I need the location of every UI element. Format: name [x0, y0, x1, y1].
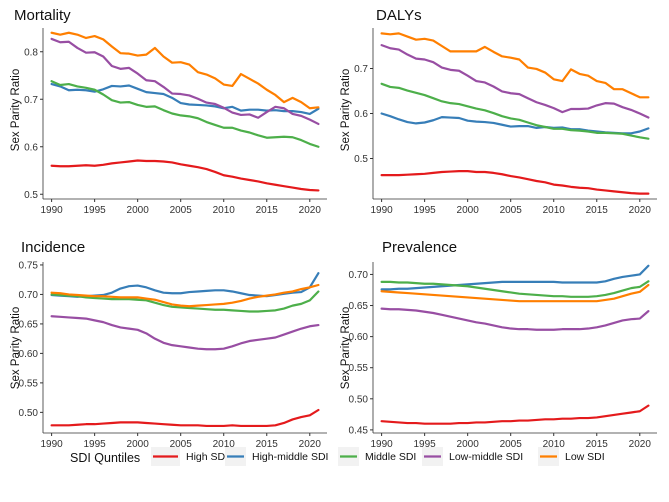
- prevalence-y-tick-label: 0.70: [349, 270, 369, 281]
- prevalence-series-low-sdi: [380, 283, 650, 303]
- mortality-y-tick-label: 0.8: [24, 47, 38, 58]
- incidence-y-tick-label: 0.75: [19, 260, 39, 271]
- incidence-y-tick-label: 0.65: [19, 319, 39, 330]
- dalys-panel: DALYs Sex Parity Ratio 0.5 0.6 0.7 1990 1995…: [340, 7, 657, 216]
- mortality-x-tick-label: 2000: [127, 205, 150, 216]
- incidence-series-low-sdi: [50, 283, 320, 308]
- prevalence-y-axis-label: Sex Parity Ratio: [340, 307, 352, 389]
- mortality-x-tick-label: 1995: [84, 205, 107, 216]
- dalys-y-tick-label: 0.6: [354, 109, 368, 120]
- mortality-title: Mortality: [14, 7, 71, 24]
- legend-label-middle-sdi: Middle SDI: [365, 451, 416, 463]
- prevalence-x-tick-label: 1995: [414, 439, 437, 450]
- prevalence-series-middle-sdi: [380, 280, 650, 298]
- legend-label-low-middle-sdi: Low-middle SDI: [449, 451, 523, 463]
- mortality-x-tick-label: 2010: [213, 205, 236, 216]
- incidence-y-axis-label: Sex Parity Ratio: [10, 307, 22, 389]
- prevalence-series-high-middle-sdi: [380, 264, 650, 291]
- dalys-series-middle-sdi: [380, 82, 650, 140]
- mortality-x-tick-label: 1990: [40, 205, 63, 216]
- mortality-series-middle-sdi: [50, 80, 320, 148]
- incidence-x-tick-label: 2010: [213, 439, 236, 450]
- legend-title: SDI Quntiles: [70, 451, 140, 465]
- mortality-y-tick-label: 0.6: [24, 142, 38, 153]
- prevalence-y-tick-label: 0.60: [349, 332, 369, 343]
- legend-label-high-sdi: High SDI: [186, 451, 228, 463]
- prevalence-series-high-sdi: [380, 404, 650, 425]
- legend-item-low-middle-sdi: Low-middle SDI: [422, 447, 523, 466]
- mortality-x-tick-label: 2015: [256, 205, 279, 216]
- prevalence-y-tick-label: 0.55: [349, 363, 369, 374]
- legend-label-low-sdi: Low SDI: [565, 451, 605, 463]
- incidence-x-tick-label: 2005: [170, 439, 193, 450]
- dalys-x-tick-label: 2010: [543, 205, 566, 216]
- dalys-series-low-middle-sdi: [380, 43, 650, 119]
- incidence-panel: Incidence Sex Parity Ratio 0.50 0.55 0.60 0…: [10, 239, 327, 450]
- incidence-x-tick-label: 1995: [84, 439, 107, 450]
- dalys-series-high-middle-sdi: [380, 112, 650, 135]
- prevalence-x-tick-label: 2010: [543, 439, 566, 450]
- mortality-y-tick-label: 0.5: [24, 190, 38, 201]
- mortality-x-tick-label: 2005: [170, 205, 193, 216]
- incidence-x-tick-label: 1990: [40, 439, 63, 450]
- mortality-series-low-middle-sdi: [50, 37, 320, 126]
- prevalence-x-tick-label: 2015: [586, 439, 609, 450]
- legend-item-high-sdi: High SDI: [151, 447, 228, 466]
- mortality-x-tick-label: 2020: [299, 205, 322, 216]
- prevalence-y-tick-label: 0.50: [349, 394, 369, 405]
- dalys-series-high-sdi: [380, 170, 650, 195]
- incidence-y-tick-label: 0.50: [19, 408, 39, 419]
- legend-item-middle-sdi: Middle SDI: [338, 447, 416, 466]
- incidence-title: Incidence: [21, 239, 85, 256]
- mortality-y-axis-label: Sex Parity Ratio: [10, 69, 22, 151]
- mortality-series-high-sdi: [50, 159, 320, 192]
- incidence-y-tick-label: 0.70: [19, 290, 39, 301]
- incidence-x-tick-label: 2020: [299, 439, 322, 450]
- mortality-panel: Mortality Sex Parity Ratio 0.5 0.6 0.7 0.8 1…: [10, 7, 327, 216]
- prevalence-title: Prevalence: [382, 239, 457, 256]
- prevalence-x-tick-label: 2005: [500, 439, 523, 450]
- legend: SDI Quntiles High SDI High-middle SDI Mi…: [70, 447, 605, 466]
- legend-label-high-middle-sdi: High-middle SDI: [252, 451, 328, 463]
- dalys-x-tick-label: 2000: [457, 205, 480, 216]
- prevalence-y-tick-label: 0.45: [349, 425, 369, 436]
- dalys-y-tick-label: 0.5: [354, 154, 368, 165]
- incidence-series-middle-sdi: [50, 290, 320, 313]
- dalys-title: DALYs: [376, 7, 422, 24]
- dalys-x-tick-label: 2015: [586, 205, 609, 216]
- dalys-x-tick-label: 1995: [414, 205, 437, 216]
- prevalence-x-tick-label: 2020: [629, 439, 652, 450]
- prevalence-x-tick-label: 1990: [370, 439, 393, 450]
- dalys-y-tick-label: 0.7: [354, 64, 368, 75]
- dalys-x-tick-label: 2005: [500, 205, 523, 216]
- prevalence-series-low-middle-sdi: [380, 307, 650, 331]
- dalys-series-low-sdi: [380, 32, 650, 99]
- prevalence-panel: Prevalence Sex Parity Ratio 0.45 0.50 0.55…: [340, 239, 657, 450]
- incidence-y-tick-label: 0.60: [19, 349, 39, 360]
- incidence-y-tick-label: 0.55: [19, 378, 39, 389]
- legend-item-high-middle-sdi: High-middle SDI: [225, 447, 328, 466]
- incidence-x-tick-label: 2000: [127, 439, 150, 450]
- incidence-series-high-sdi: [50, 408, 320, 428]
- legend-item-low-sdi: Low SDI: [538, 447, 605, 466]
- prevalence-x-tick-label: 2000: [457, 439, 480, 450]
- mortality-y-tick-label: 0.7: [24, 95, 38, 106]
- dalys-y-axis-label: Sex Parity Ratio: [340, 69, 352, 151]
- dalys-x-tick-label: 1990: [370, 205, 393, 216]
- mortality-series-low-sdi: [50, 31, 320, 110]
- dalys-x-tick-label: 2020: [629, 205, 652, 216]
- incidence-series-low-middle-sdi: [50, 315, 320, 351]
- incidence-x-tick-label: 2015: [256, 439, 279, 450]
- prevalence-y-tick-label: 0.65: [349, 301, 369, 312]
